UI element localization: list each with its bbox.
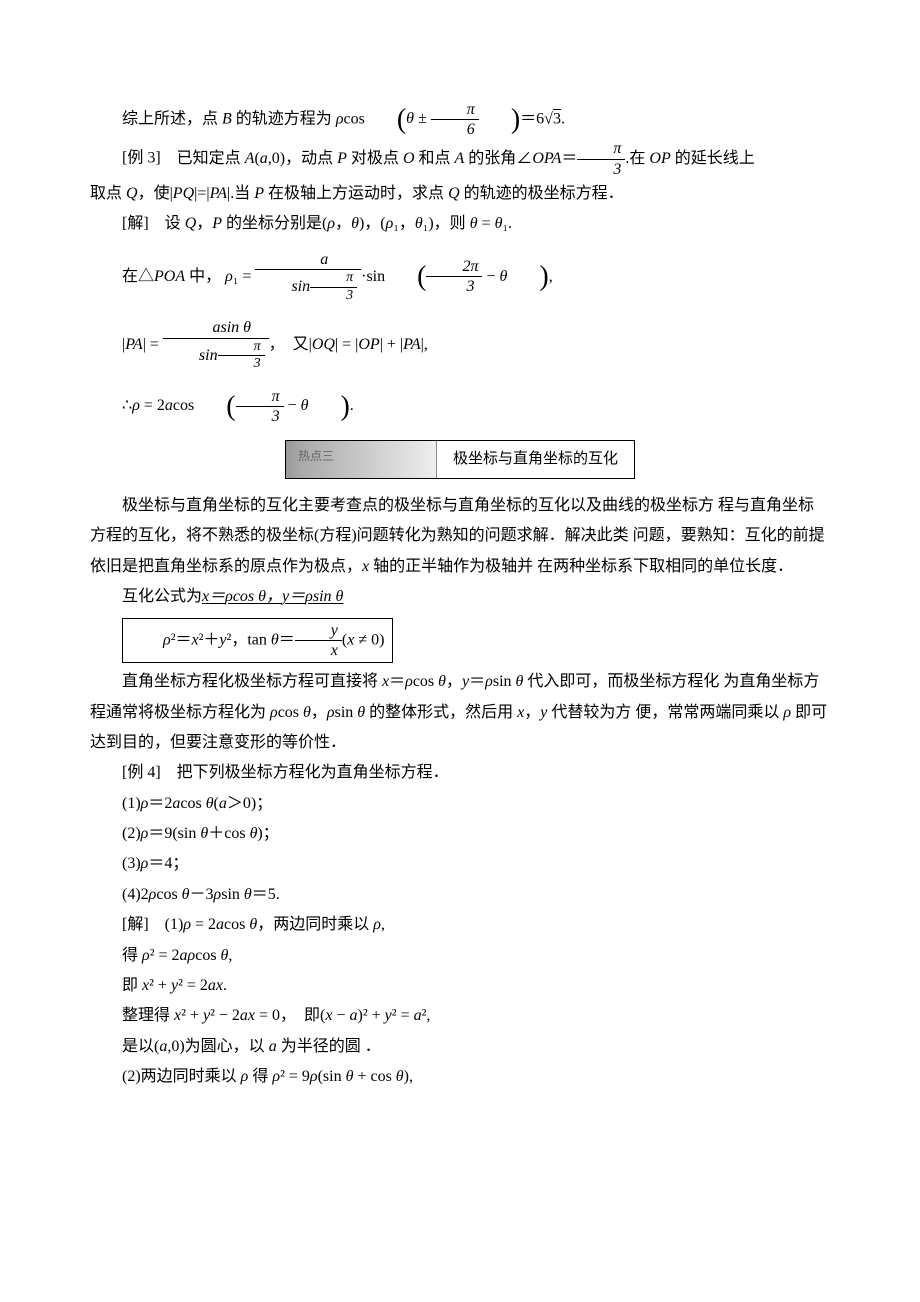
para2-line1: 直角坐标方程化极坐标方程可直接将 x＝ρcos θ，y＝ρsin θ 代入即可，… <box>122 673 719 690</box>
close-paren-icon: ) <box>479 106 520 134</box>
example4-sol-text1: (1)ρ = 2acos θ，两边同时乘以 ρ, <box>165 916 385 933</box>
section-banner: 热点三 极坐标与直角坐标的互化 <box>90 440 830 479</box>
formula-underlined: x＝ρcos θ，y＝ρsin θ <box>202 588 343 605</box>
example3-sol-line4: ∴ρ = 2acos(π3 − θ). <box>90 387 830 426</box>
example4-sol-line5: 是以(a,0)为圆心，以 a 为半径的圆 ． <box>90 1032 830 1062</box>
example4-sol-line2: 得 ρ² = 2aρcos θ, <box>90 941 830 971</box>
example3-sol-line2-prefix: 在△POA 中， <box>122 268 225 285</box>
example4-item-3: (3)ρ＝4； <box>90 849 830 879</box>
example3-sol-text1: 设 Q，P 的坐标分别是(ρ，θ)，(ρ₁，θ₁)，则 θ = θ₁. <box>165 215 512 232</box>
page: 综上所述，点 B 的轨迹方程为 ρcos(θ ± π6)＝6√3. [例 3] … <box>0 0 920 1302</box>
formula-header-line: 互化公式为x＝ρcos θ，y＝ρsin θ <box>90 584 830 610</box>
example3-sol-line2: 在△POA 中， ρ₁ = asinπ3·sin(2π3 − θ), <box>90 250 830 305</box>
example4-item-1: (1)ρ＝2acos θ(a＞0)； <box>90 789 830 819</box>
summary-line: 综上所述，点 B 的轨迹方程为 ρcos(θ ± π6)＝6√3. <box>90 100 830 139</box>
example4-sol-line1: [解] (1)ρ = 2acos θ，两边同时乘以 ρ, <box>90 910 830 940</box>
example3-sol-line4-formula: ∴ρ = 2acos(π3 − θ). <box>122 397 354 414</box>
intro-line4: 在两种坐标系下取相同的单位长度． <box>537 558 793 575</box>
example3-statement-2: 取点 Q，使|PQ|=|PA|.当 P 在极轴上方运动时，求点 Q 的轨迹的极坐… <box>90 179 830 209</box>
example4-title: [例 4] 把下列极坐标方程化为直角坐标方程． <box>90 758 830 788</box>
example3-label: [例 3] <box>122 150 161 167</box>
example3-sol-line3: |PA| = asin θsinπ3， 又|OQ| = |OP| + |PA|, <box>90 318 830 373</box>
example3-sol-line1: [解] 设 Q，P 的坐标分别是(ρ，θ)，(ρ₁，θ₁)，则 θ = θ₁. <box>90 209 830 239</box>
example3-text2: 取点 Q，使|PQ|=|PA|.当 P 在极轴上方运动时，求点 Q 的轨迹的极坐… <box>90 185 624 202</box>
example4-item-2: (2)ρ＝9(sin θ＋cos θ)； <box>90 819 830 849</box>
banner-label: 热点三 <box>286 441 437 478</box>
example3-sol-line2-formula: ρ₁ = asinπ3·sin(2π3 − θ), <box>225 268 553 285</box>
summary-text-part2: ＝6√3. <box>520 110 565 127</box>
summary-text-part1: 综上所述，点 B 的轨迹方程为 ρcos <box>122 110 365 127</box>
banner-title: 极坐标与直角坐标的互化 <box>437 441 634 478</box>
example3-text1: 已知定点 A(a,0)，动点 P 对极点 O 和点 A 的张角∠OPA＝π3.在… <box>177 150 755 167</box>
formula-boxed-line: ρ²＝x²＋y²，tan θ＝yx(x ≠ 0) <box>90 616 830 665</box>
example4-sol-line6: (2)两边同时乘以 ρ 得 ρ² = 9ρ(sin θ + cos θ), <box>90 1062 830 1092</box>
banner-inner: 热点三 极坐标与直角坐标的互化 <box>285 440 635 479</box>
example3-sol-line3-formula: |PA| = asin θsinπ3， 又|OQ| = |OP| + |PA|, <box>122 336 428 353</box>
example4-sol-line4: 整理得 x² + y² − 2ax = 0， 即(x − a)² + y² = … <box>90 1001 830 1031</box>
formula-theta: θ ± π6 <box>406 110 479 127</box>
formula-header-text: 互化公式为 <box>122 588 202 605</box>
example4-label: [例 4] <box>122 764 161 781</box>
example3-statement-1: [例 3] 已知定点 A(a,0)，动点 P 对极点 O 和点 A 的张角∠OP… <box>90 139 830 178</box>
intro-para: 极坐标与直角坐标的互化主要考查点的极坐标与直角坐标的互化以及曲线的极坐标方 程与… <box>90 491 830 582</box>
intro-line1: 极坐标与直角坐标的互化主要考查点的极坐标与直角坐标的互化以及曲线的极坐标方 <box>122 497 714 514</box>
formula-boxed: ρ²＝x²＋y²，tan θ＝yx(x ≠ 0) <box>122 618 393 663</box>
example3-sol-label: [解] <box>122 215 149 232</box>
example4-title-text: 把下列极坐标方程化为直角坐标方程． <box>177 764 449 781</box>
para2: 直角坐标方程化极坐标方程可直接将 x＝ρcos θ，y＝ρsin θ 代入即可，… <box>90 667 830 758</box>
example4-sol-line3: 即 x² + y² = 2ax. <box>90 971 830 1001</box>
example4-item-4: (4)2ρcos θ－3ρsin θ＝5. <box>90 880 830 910</box>
example4-sol-label: [解] <box>122 916 149 933</box>
open-paren-icon: ( <box>365 106 406 134</box>
